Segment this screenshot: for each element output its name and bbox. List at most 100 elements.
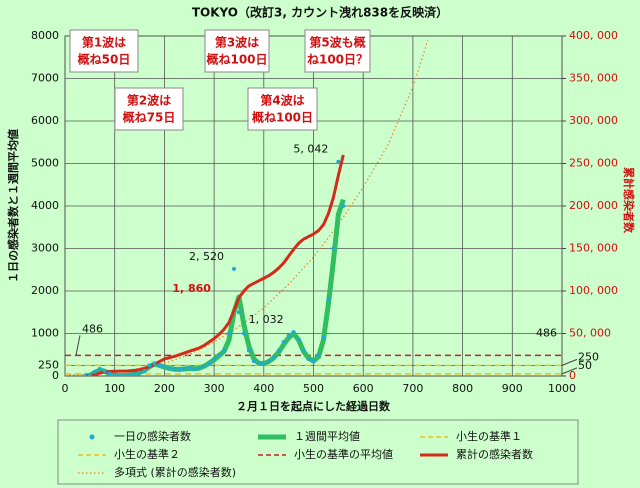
data-point <box>231 266 236 271</box>
y2-tick-label: 50, 000 <box>569 327 611 340</box>
annotation-text: 第2波は <box>127 93 171 108</box>
x-tick-label: 800 <box>452 382 473 395</box>
data-point <box>107 371 112 376</box>
data-point <box>147 363 152 368</box>
annotation-text: 第5波も概 <box>309 35 365 50</box>
y2-tick-label: 250, 000 <box>569 157 618 170</box>
data-point <box>202 364 207 369</box>
annotation-box <box>304 29 371 73</box>
data-point <box>102 368 107 373</box>
data-point <box>341 204 346 208</box>
data-point <box>207 361 212 366</box>
legend-label: 小生の基準の平均値 <box>294 447 393 461</box>
data-point <box>281 340 286 344</box>
data-point <box>112 373 117 376</box>
data-point <box>286 333 291 338</box>
y2-tick-label: 300, 000 <box>569 114 618 127</box>
y-tick-label: 8000 <box>31 29 59 42</box>
x-tick-label: 700 <box>402 382 423 395</box>
x-tick-label: 300 <box>204 382 225 395</box>
data-point <box>97 366 102 371</box>
data-point <box>222 348 227 353</box>
data-point <box>177 367 182 372</box>
annotation-box <box>247 87 318 131</box>
y2-tick-label: 350, 000 <box>569 72 618 85</box>
x-tick-label: 0 <box>62 382 69 395</box>
data-point <box>117 373 122 376</box>
data-point <box>192 367 197 372</box>
y-tick-label: 0 <box>52 369 59 382</box>
x-tick-label: 600 <box>353 382 374 395</box>
data-point <box>291 330 296 335</box>
y-tick-label: 2000 <box>31 284 59 297</box>
data-point <box>87 373 92 376</box>
y2-tick-label: 400, 000 <box>569 29 618 42</box>
data-point <box>82 373 87 376</box>
leader-line <box>561 367 578 375</box>
data-point <box>157 363 162 368</box>
data-point <box>316 352 321 357</box>
annotation-text: 概ね100日 <box>206 52 267 67</box>
annotation-text: 第1波は <box>82 35 126 50</box>
data-point <box>162 364 167 369</box>
data-point <box>326 297 331 302</box>
y2-tick-label: 150, 000 <box>569 242 618 255</box>
data-point <box>241 331 246 336</box>
series-line <box>84 154 345 376</box>
x-tick-label: 900 <box>502 382 523 395</box>
y2-axis-title: 累計感染者数 <box>622 167 636 234</box>
data-point <box>336 159 341 164</box>
x-tick-label: 500 <box>303 382 324 395</box>
x-tick-label: 100 <box>104 382 125 395</box>
y2-tick-label: 200, 000 <box>569 199 618 212</box>
data-point <box>152 361 157 366</box>
data-label: 1, 032 <box>249 313 284 326</box>
annotation-box <box>114 87 184 131</box>
data-point <box>92 369 97 374</box>
x-tick-label: 200 <box>154 382 175 395</box>
y-tick-label: 3000 <box>31 242 59 255</box>
data-label: 5, 042 <box>293 143 328 156</box>
data-point <box>217 352 222 357</box>
y-tick-label: 1000 <box>31 327 59 340</box>
data-label: 1, 860 <box>172 282 211 295</box>
legend-label: 累計の感染者数 <box>456 447 533 461</box>
annotation-box <box>69 29 139 73</box>
data-point <box>122 373 127 376</box>
y2-tick-label: 100, 000 <box>569 284 618 297</box>
data-point <box>331 246 336 251</box>
data-point <box>127 373 132 376</box>
data-point <box>306 357 311 361</box>
x-axis-title: ２月１日を起点にした経過日数 <box>236 399 391 413</box>
legend-swatch <box>89 434 95 440</box>
reference-label: 486 <box>536 326 557 339</box>
data-point <box>212 357 217 361</box>
data-point <box>167 366 172 371</box>
y-tick-label: 7000 <box>31 72 59 85</box>
data-point <box>251 359 256 364</box>
y-axis-title: １日の感染者数と１週間平均値 <box>6 129 20 283</box>
annotation-text: 概ね50日 <box>78 52 131 67</box>
leader-line <box>561 358 578 366</box>
legend-label: 多項式 (累計の感染者数) <box>114 465 236 479</box>
annotation-box <box>204 29 270 73</box>
data-label: 2, 520 <box>189 250 224 263</box>
annotation-text: ね100日？ <box>307 53 368 67</box>
plot-layer <box>65 40 562 376</box>
data-point <box>137 370 142 375</box>
data-point <box>182 366 187 371</box>
leader-line <box>75 335 81 356</box>
legend-label: １週間平均値 <box>294 430 360 443</box>
data-point <box>172 367 177 372</box>
y-tick-label: 4000 <box>31 199 59 212</box>
annotation-text: 概ね100日 <box>252 110 313 125</box>
x-tick-label: 1000 <box>548 382 576 395</box>
legend-box <box>57 419 579 485</box>
data-point <box>271 354 276 359</box>
series-line <box>65 40 429 376</box>
reference-label: 250 <box>578 350 599 363</box>
y-tick-label: 5000 <box>31 157 59 170</box>
legend-label: 一日の感染者数 <box>114 429 191 443</box>
annotation-text: 概ね75日 <box>123 110 176 125</box>
